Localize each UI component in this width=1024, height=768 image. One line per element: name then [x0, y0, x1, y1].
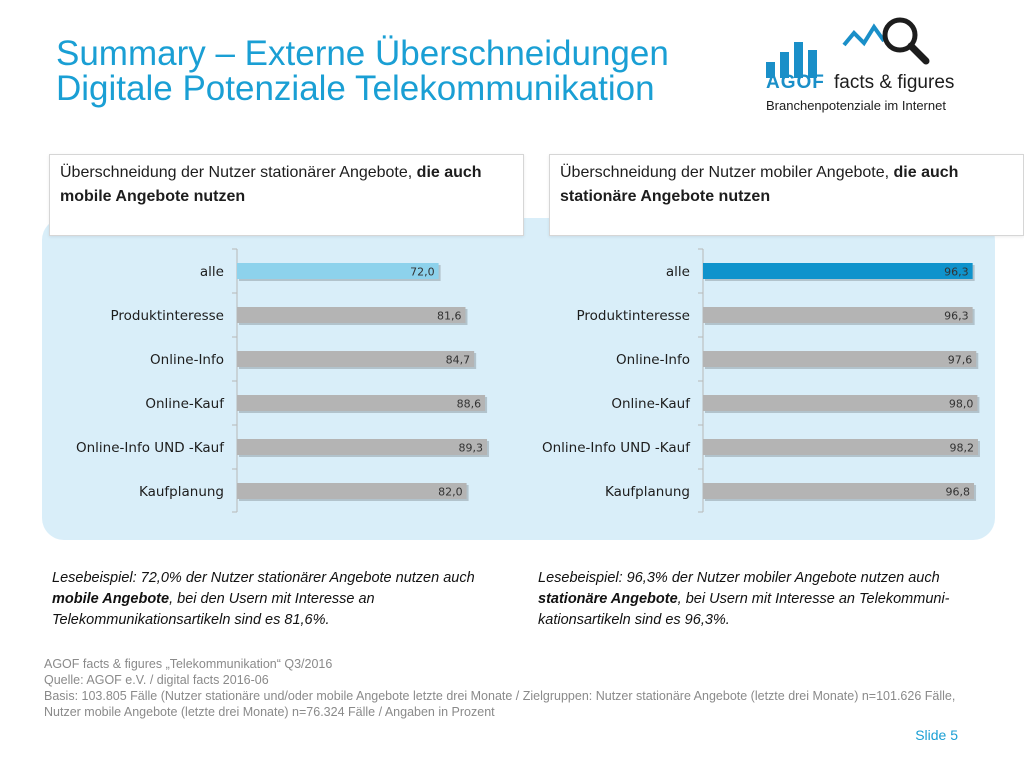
slide-number: Slide 5: [915, 727, 958, 743]
left-bar: [237, 351, 475, 367]
logo-brand: AGOF: [766, 72, 825, 93]
right-bar: [703, 395, 978, 411]
left-category-label: Online-Kauf: [145, 396, 225, 412]
right-bar: [703, 263, 973, 279]
right-value-label: 96,8: [946, 486, 971, 499]
left-panel-title: Überschneidung der Nutzer stationärer An…: [49, 154, 524, 236]
right-category-label: Produktinteresse: [577, 308, 691, 324]
left-note-bold: mobile Angebote: [52, 591, 170, 607]
right-value-label: 98,0: [949, 398, 974, 411]
right-note-text-2: , bei Usern mit Interesse an Telekommuni…: [538, 591, 950, 628]
left-reading-example: Lesebeispiel: 72,0% der Nutzer stationär…: [52, 568, 482, 631]
left-category-label: Kaufplanung: [139, 484, 224, 500]
right-bar: [703, 351, 977, 367]
right-category-label: Online-Info: [616, 352, 690, 368]
left-value-label: 81,6: [437, 310, 462, 323]
right-value-label: 96,3: [944, 266, 969, 279]
right-value-label: 97,6: [948, 354, 973, 367]
left-bar: [237, 263, 439, 279]
left-bar: [237, 483, 467, 499]
right-reading-example: Lesebeispiel: 96,3% der Nutzer mobiler A…: [538, 568, 978, 631]
left-note-text-1: Lesebeispiel: 72,0% der Nutzer stationär…: [52, 570, 475, 586]
right-bar: [703, 307, 973, 323]
left-panel-title-text: Überschneidung der Nutzer stationärer An…: [60, 164, 417, 181]
slide-title-line-2: Digitale Potenziale Telekommunikation: [56, 69, 655, 108]
left-value-label: 88,6: [457, 398, 482, 411]
left-value-label: 82,0: [438, 486, 463, 499]
bar-chart-icon: [766, 42, 817, 78]
left-category-label: Produktinteresse: [111, 308, 225, 324]
left-value-label: 72,0: [410, 266, 435, 279]
right-category-label: Online-Info UND -Kauf: [542, 440, 691, 456]
right-bar: [703, 439, 978, 455]
left-bar: [237, 439, 488, 455]
left-note-text-2: , bei den Usern mit Interesse an Telekom…: [52, 591, 375, 628]
left-category-label: Online-Info UND -Kauf: [76, 440, 225, 456]
slide-title: Summary – Externe Überschneidungen Digit…: [56, 36, 669, 106]
right-note-text-1: Lesebeispiel: 96,3% der Nutzer mobiler A…: [538, 570, 940, 586]
source-footnote: AGOF facts & figures „Telekommunikation“…: [44, 656, 964, 720]
right-panel-title-bold: die auch stationäre Angebote nutzen: [560, 164, 959, 205]
source-line-2: Quelle: AGOF e.V. / digital facts 2016-0…: [44, 673, 269, 687]
slide-title-line-1: Summary – Externe Überschneidungen: [56, 34, 669, 73]
agof-logo: AGOF facts & figures Branchenpotenziale …: [764, 10, 964, 115]
right-bar-chart: alle 96,3 Produktinteresse 96,3 Online-Info 9…: [542, 248, 980, 513]
right-bar: [703, 483, 975, 499]
left-category-label: alle: [200, 264, 224, 280]
right-panel-title: Überschneidung der Nutzer mobiler Angebo…: [549, 154, 1024, 236]
right-category-label: alle: [666, 264, 690, 280]
right-category-label: Kaufplanung: [605, 484, 690, 500]
source-line-1: AGOF facts & figures „Telekommunikation“…: [44, 657, 333, 671]
right-value-label: 96,3: [944, 310, 969, 323]
right-category-label: Online-Kauf: [611, 396, 691, 412]
right-value-label: 98,2: [949, 442, 974, 455]
right-panel-title-text: Überschneidung der Nutzer mobiler Angebo…: [560, 164, 894, 181]
left-category-label: Online-Info: [150, 352, 224, 368]
left-value-label: 84,7: [446, 354, 471, 367]
logo-tagline: facts & figures: [834, 72, 955, 93]
left-panel-title-bold: die auch mobile Angebote nutzen: [60, 164, 482, 205]
left-bar: [237, 395, 486, 411]
logo-subtitle: Branchenpotenziale im Internet: [766, 98, 946, 113]
source-line-3: Basis: 103.805 Fälle (Nutzer stationäre …: [44, 689, 959, 719]
right-note-bold: stationäre Angebote: [538, 591, 678, 607]
left-value-label: 89,3: [459, 442, 484, 455]
left-bar: [237, 307, 466, 323]
left-bar-chart: alle 72,0 Produktinteresse 81,6 Online-Info 8…: [76, 248, 490, 513]
magnifier-icon: [842, 17, 930, 65]
